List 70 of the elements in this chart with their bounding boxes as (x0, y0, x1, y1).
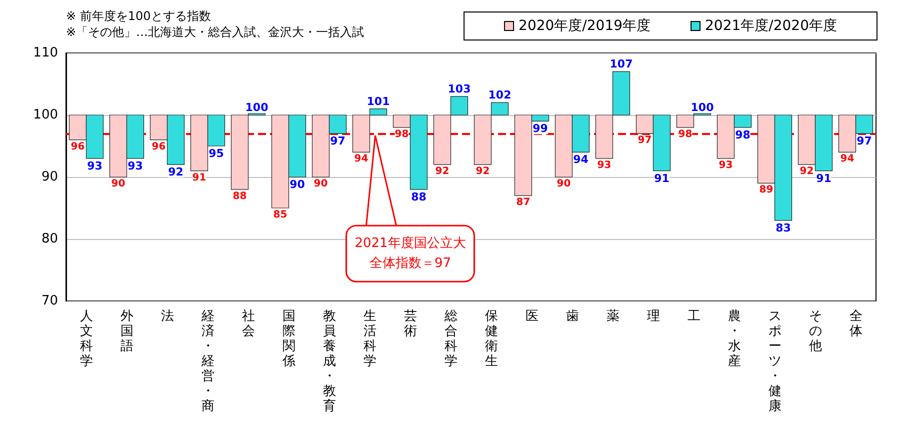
data-label: 94 (840, 154, 854, 165)
data-label: 97 (638, 135, 652, 146)
data-label: 90 (111, 178, 126, 190)
text: ※「その他」…北海道大・総合入試、金沢大・一括入試 (66, 25, 364, 39)
x-tick-label: 社会 (242, 309, 255, 339)
data-label: 93 (718, 160, 733, 171)
x-tick-label: 医 (525, 309, 538, 324)
data-label: 90 (314, 178, 328, 190)
data-label: 96 (70, 141, 85, 152)
data-label: 101 (366, 94, 390, 108)
text: ※ 前年度を100とする指数 (66, 9, 211, 23)
data-label: 88 (232, 190, 247, 202)
data-label: 100 (245, 101, 269, 114)
data-label: 92 (476, 166, 490, 178)
y-tick-label: 100 (33, 108, 58, 122)
data-label: 93 (128, 159, 143, 172)
x-tick-label: その他 (808, 309, 822, 354)
x-tick-label: 人文科学 (80, 309, 93, 369)
x-tick-label: 総合科学 (443, 309, 458, 369)
data-label: 91 (816, 172, 832, 185)
data-label: 88 (411, 190, 426, 204)
data-label: 90 (556, 178, 571, 190)
data-label: 103 (448, 82, 471, 96)
x-tick-label: 農・水産 (728, 309, 741, 369)
data-label: 97 (330, 134, 346, 148)
x-tick-label: 全体 (849, 309, 862, 339)
data-label: 87 (516, 197, 530, 208)
data-label: 93 (87, 159, 102, 172)
x-tick-label: 理 (646, 309, 660, 324)
data-label: 92 (800, 166, 814, 178)
data-label: 98 (735, 128, 750, 142)
data-label: 95 (208, 147, 224, 160)
data-label: 99 (532, 122, 548, 136)
x-tick-label: 生活科学 (363, 309, 376, 369)
x-tick-label: 薬 (606, 309, 620, 324)
data-label: 92 (168, 166, 184, 179)
x-tick-label: 芸術 (404, 309, 417, 339)
x-tick-label: スポーツ・健康 (768, 309, 782, 414)
y-tick-label: 90 (41, 170, 58, 184)
x-tick-label: 法 (160, 309, 174, 324)
data-label: 107 (610, 58, 633, 71)
ref-line-label: 2021年度国公立大全体指数＝97 (354, 235, 466, 272)
data-label: 94 (354, 154, 368, 165)
data-label: 97 (856, 134, 872, 148)
y-tick-label: 110 (33, 46, 58, 60)
x-tick-label: 保健衛生 (484, 309, 498, 369)
legend-label: 2020年度/2019年度 (518, 18, 651, 34)
data-label: 98 (678, 128, 692, 140)
x-tick-label: 外国語 (120, 309, 134, 354)
data-label: 83 (776, 221, 791, 234)
data-label: 96 (152, 141, 166, 152)
data-label: 92 (435, 166, 450, 178)
x-tick-label: 経済・経営・商 (200, 309, 214, 414)
data-label: 91 (192, 172, 206, 184)
y-tick-label: 70 (41, 294, 58, 308)
x-tick-label: 工 (687, 309, 700, 324)
data-label: 98 (394, 128, 409, 140)
x-tick-label: 教員養成・教育 (322, 309, 336, 414)
data-label: 90 (290, 178, 306, 191)
x-tick-label: 歯 (566, 309, 579, 324)
x-tick-label: 国際関係 (281, 309, 296, 369)
data-label: 93 (597, 160, 612, 171)
data-label: 89 (759, 184, 774, 196)
data-label: 102 (488, 88, 512, 102)
data-label: 94 (573, 153, 589, 166)
legend-label: 2021年度/2020年度 (705, 18, 838, 34)
y-tick-label: 80 (41, 232, 58, 246)
data-label: 85 (273, 210, 288, 220)
data-label: 91 (654, 172, 670, 185)
data-label: 100 (690, 101, 714, 114)
